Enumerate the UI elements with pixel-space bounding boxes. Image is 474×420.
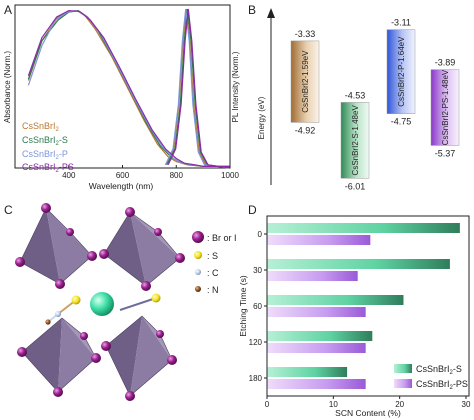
x-tick-label: 20: [395, 400, 404, 409]
legend-label-cssnbri2-s: CsSnBrI2-S: [416, 364, 462, 376]
bar-cssnbri2-ps-120: [267, 343, 366, 353]
legend-s: : S: [207, 251, 218, 261]
band-cssnbri2-1-59ev: [290, 40, 320, 123]
vbm-label: -4.75: [391, 117, 412, 127]
panel-a-legend: CsSnBrI2 CsSnBrI2-S CsSnBrI2-P CsSnBrI2-…: [22, 121, 74, 174]
legend-n: : N: [207, 285, 219, 295]
halide-atoms: [15, 203, 185, 401]
panel-d-legend: CsSnBrI2-S CsSnBrI2-PS: [394, 364, 468, 391]
panel-a-curves: [27, 8, 231, 169]
bar-cssnbri2-ps-180: [267, 379, 366, 389]
crystal-structure: [15, 203, 185, 401]
cbm-label: -3.89: [435, 58, 456, 68]
bar-cssnbri2-ps-60: [267, 307, 366, 317]
absorbance-curve-cssnbri2-ps: [27, 9, 230, 167]
band-name-label: CsSnBrI2-S-1.48eV: [351, 105, 360, 176]
sulfur-atom: [71, 295, 81, 305]
cbm-label: -3.33: [295, 29, 316, 39]
x-tick-label: 800: [170, 171, 184, 180]
cbm-label: -3.11: [391, 18, 411, 28]
panel-a-x-ticks: 400 600 800 1000: [62, 165, 239, 180]
cs-center-atom: [90, 292, 114, 316]
bar-cssnbri2-s-180: [267, 367, 348, 377]
band-cssnbri2-p-1-64ev: [386, 29, 416, 114]
legend-c: : C: [207, 268, 219, 278]
bar-cssnbri2-s-30: [267, 259, 450, 269]
legend-entry-cssnbri2-s: CsSnBrI2-S: [22, 135, 68, 147]
octahedron-top-right: [103, 211, 181, 287]
x-tick-label: 400: [62, 171, 76, 180]
pl-curve-cssnbri2-s: [166, 8, 231, 169]
y-tick-label: 60: [253, 302, 262, 311]
x-tick-label: 10: [329, 400, 338, 409]
panel-a-letter: A: [4, 3, 12, 17]
panel-a-y-label-left: Absorbance (Norm.): [3, 51, 12, 123]
bar-cssnbri2-s-120: [267, 331, 373, 341]
panel-c-letter: C: [4, 203, 13, 217]
panel-d-ticks: 0 30 60 120 180 0 10 20 30: [249, 230, 471, 409]
octahedron-bottom-right: [105, 315, 173, 397]
carbon-atom-icon: [195, 269, 201, 275]
band-name-label: CsSnBrI2-1.59eV: [301, 50, 310, 113]
sulfur-atom-icon: [194, 251, 202, 259]
legend-entry-cssnbri2-p: CsSnBrI2-P: [22, 149, 68, 161]
vbm-label: -6.01: [345, 181, 366, 191]
y-tick-label: 30: [253, 266, 262, 275]
sulfur-atom: [151, 293, 161, 303]
legend-label-cssnbri2-ps: CsSnBrI2-PS: [416, 379, 468, 391]
br-or-i-atom-icon: [192, 231, 204, 243]
y-tick-label: 180: [249, 374, 263, 383]
panel-d-bars: [267, 223, 460, 389]
bar-cssnbri2-s-60: [267, 295, 404, 305]
panel-a-x-label: Wavelength (nm): [89, 181, 154, 191]
legend-br-or-i: : Br or I: [207, 233, 237, 243]
panel-b-bands: -3.33 -4.92 CsSnBrI2-1.59eV -4.53 -6.01 CsSnB…: [290, 18, 460, 191]
vbm-label: -5.37: [435, 148, 456, 158]
y-tick-label: 0: [258, 230, 263, 239]
vbm-label: -4.92: [295, 125, 316, 135]
nitrogen-atom-icon: [195, 286, 201, 292]
octahedron-bottom-left: [21, 317, 97, 393]
pl-curve-cssnbri2-ps: [167, 8, 231, 169]
panel-d-x-label: SCN Content (%): [335, 408, 401, 418]
legend-entry-cssnbri2-ps: CsSnBrI2-PS: [22, 162, 74, 174]
bar-cssnbri2-s-0: [267, 223, 460, 233]
x-tick-label: 0: [265, 400, 270, 409]
x-tick-label: 1000: [221, 171, 239, 180]
panel-d-letter: D: [248, 203, 257, 217]
band-name-label: CsSnBrI2-PS-1.48eV: [441, 69, 450, 145]
x-tick-label: 30: [462, 400, 471, 409]
octahedron-top-left: [19, 207, 93, 285]
cbm-label: -4.53: [345, 90, 366, 100]
panel-d-y-label: Etching Time (s): [238, 275, 248, 337]
legend-entry-cssnbri2: CsSnBrI2: [22, 121, 60, 133]
structure-legend: : Br or I : S : C : N: [192, 231, 237, 295]
legend-swatch-cssnbri2-s: [394, 364, 412, 373]
y-tick-label: 120: [249, 338, 263, 347]
panel-b-y-label: Energy (eV): [257, 96, 266, 139]
pl-curve-cssnbri2-p: [164, 8, 231, 169]
band-name-label: CsSnBrI2-P-1.64eV: [397, 36, 406, 107]
x-tick-label: 600: [116, 171, 130, 180]
bar-cssnbri2-ps-0: [267, 235, 371, 245]
band-cssnbri2-s-1-48ev: [340, 102, 370, 179]
carbon-atom: [55, 311, 61, 317]
band-cssnbri2-ps-1-48ev: [430, 69, 460, 146]
panel-b-letter: B: [248, 3, 256, 17]
legend-swatch-cssnbri2-ps: [394, 379, 412, 388]
bar-cssnbri2-ps-30: [267, 271, 358, 281]
panel-b-energy-arrowhead: [267, 8, 275, 18]
nitrogen-atom: [45, 319, 51, 325]
panel-a-y-label-right: PL Intensity (Norm.): [231, 51, 240, 122]
